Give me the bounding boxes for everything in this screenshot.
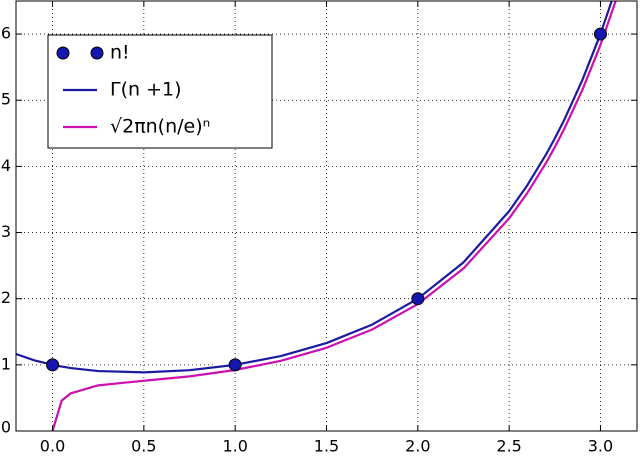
y-tick-label: 5 [1, 90, 11, 109]
point [411, 292, 425, 306]
x-tick-label: 1.0 [222, 437, 247, 456]
y-tick-label: 2 [1, 288, 11, 307]
plot-area [16, 1, 619, 431]
legend-label: n! [110, 42, 130, 64]
y-tick-label: 0 [1, 418, 11, 437]
x-tick-label: 2.5 [496, 437, 521, 456]
ticks: 0.0 0.5 1.0 1.5 2.0 2.5 3.0 0 1 2 3 4 5 6 [1, 1, 637, 456]
legend-marker [56, 46, 70, 60]
legend: n! Γ(n +1) √2πn(n/e)ⁿ [47, 34, 273, 149]
x-tick-label: 3.0 [588, 437, 613, 456]
y-tick-label: 3 [1, 222, 11, 241]
x-tick-label: 2.0 [405, 437, 430, 456]
legend-label: Γ(n +1) [110, 79, 182, 101]
legend-label: √2πn(n/e)ⁿ [110, 116, 210, 138]
line [16, 1, 613, 374]
x-tick-label: 0.0 [40, 437, 65, 456]
legend-marker [90, 46, 104, 60]
point [228, 358, 242, 372]
y-tick-label: 4 [1, 156, 11, 175]
point [46, 358, 60, 372]
y-tick-label: 6 [1, 24, 11, 43]
x-tick-label: 0.5 [131, 437, 156, 456]
legend-box [47, 34, 273, 149]
x-tick-label: 1.5 [314, 437, 339, 456]
y-tick-label: 1 [1, 354, 11, 373]
point [593, 27, 607, 41]
